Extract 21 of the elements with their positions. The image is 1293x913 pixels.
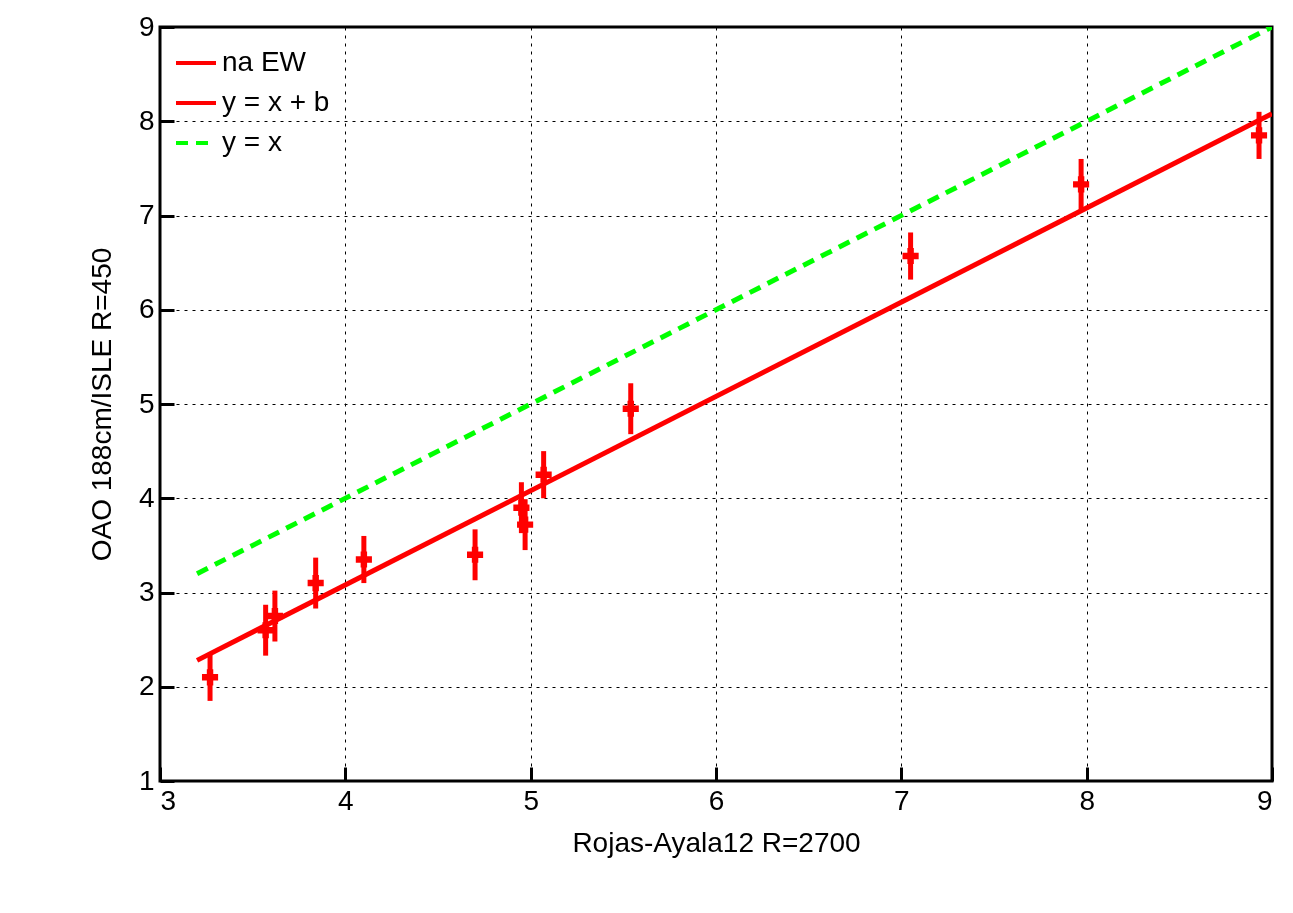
x-axis-title: Rojas-Ayala12 R=2700 — [572, 826, 861, 858]
y-tick-label: 2 — [138, 670, 155, 702]
y-tick-label: 5 — [138, 387, 155, 419]
y-tick-label: 8 — [138, 104, 155, 136]
x-tick-label: 9 — [1256, 784, 1273, 816]
x-tick-label: 3 — [160, 784, 177, 816]
y-tick-label: 7 — [138, 199, 155, 230]
y-tick-label: 3 — [138, 576, 155, 607]
y-tick-label: 4 — [138, 481, 155, 513]
y-tick-label: 9 — [138, 10, 155, 42]
x-tick-label: 8 — [1079, 784, 1095, 816]
y-tick-label: 6 — [138, 293, 155, 325]
y-axis-title: OAO 188cm/ISLE R=450 — [85, 247, 117, 562]
x-tick-label: 4 — [338, 784, 354, 816]
legend-label: y = x + b — [222, 86, 330, 117]
legend-label: y = x — [222, 126, 282, 157]
y-tick-label: 1 — [138, 764, 155, 796]
x-tick-label: 6 — [708, 784, 725, 816]
x-tick-label: 7 — [894, 784, 910, 816]
legend-label: na EW — [222, 46, 307, 77]
x-tick-label: 5 — [523, 784, 539, 816]
